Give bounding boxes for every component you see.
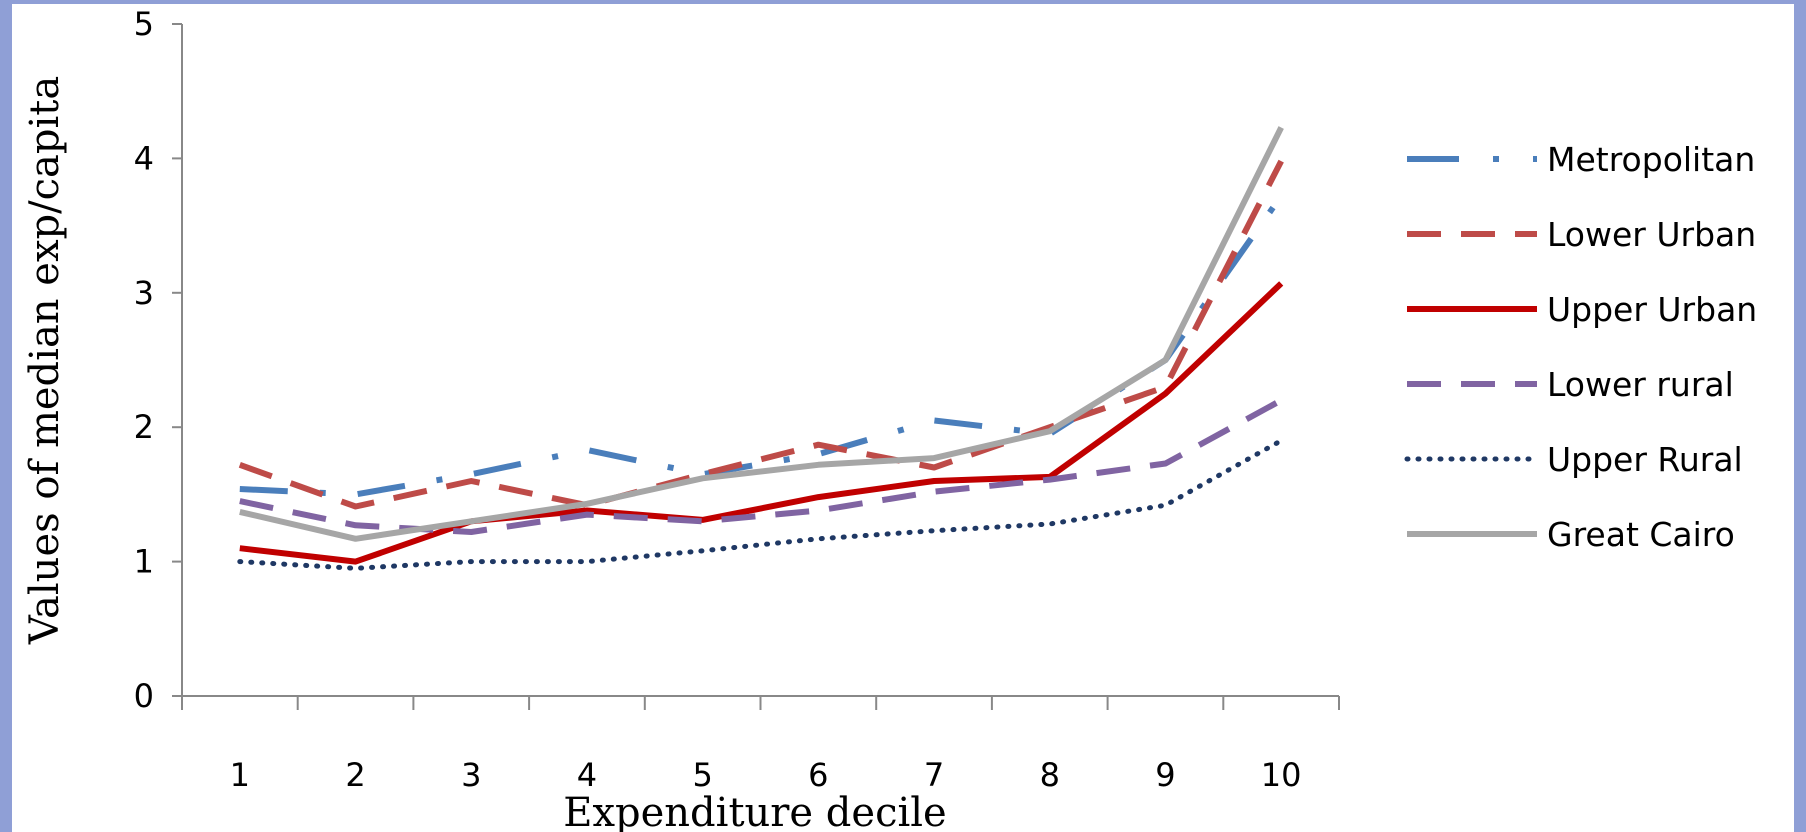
y-axis-title: Values of median exp/capita	[22, 76, 68, 645]
x-tick-label: 9	[1155, 756, 1175, 794]
series-line-upper-urban	[239, 281, 1284, 565]
x-tick-label: 5	[692, 756, 712, 794]
series-lines	[237, 126, 1284, 571]
legend-label: Upper Rural	[1547, 440, 1743, 479]
line-chart: 0 1 2 3 4 5 1 2 3 4 5 6 7 8 9 10 Expenditure decile Va…	[22, 5, 1757, 832]
x-tick-label: 1	[230, 756, 250, 794]
series-line-metropolitan	[239, 194, 1284, 498]
y-ticks: 0 1 2 3 4 5	[134, 5, 182, 715]
x-tick-label: 7	[924, 756, 944, 794]
y-tick-label: 0	[134, 677, 154, 715]
x-tick-label: 4	[577, 756, 597, 794]
x-tick-label: 8	[1040, 756, 1060, 794]
x-tick-label: 3	[461, 756, 481, 794]
legend-label: Upper Urban	[1547, 290, 1757, 329]
legend: Metropolitan Lower Urban Upper Urban Lower …	[1404, 140, 1757, 554]
x-ticks: 1 2 3 4 5 6 7 8 9 10	[181, 696, 1340, 794]
x-axis-title: Expenditure decile	[563, 790, 946, 832]
legend-label: Metropolitan	[1547, 140, 1755, 179]
x-tick-label: 2	[345, 756, 365, 794]
series-line-lower-urban	[238, 159, 1284, 510]
y-tick-label: 4	[134, 139, 154, 177]
y-tick-label: 3	[134, 274, 154, 312]
series-line-upper-rural	[237, 438, 1284, 571]
legend-label: Great Cairo	[1547, 515, 1735, 554]
legend-label: Lower Urban	[1547, 215, 1756, 254]
y-tick-label: 1	[134, 543, 154, 581]
y-tick-label: 5	[134, 5, 154, 43]
y-tick-label: 2	[134, 408, 154, 446]
x-tick-label: 6	[808, 756, 828, 794]
x-tick-label: 10	[1261, 756, 1302, 794]
series-line-great-cairo	[239, 126, 1284, 542]
legend-label: Lower rural	[1547, 365, 1734, 404]
